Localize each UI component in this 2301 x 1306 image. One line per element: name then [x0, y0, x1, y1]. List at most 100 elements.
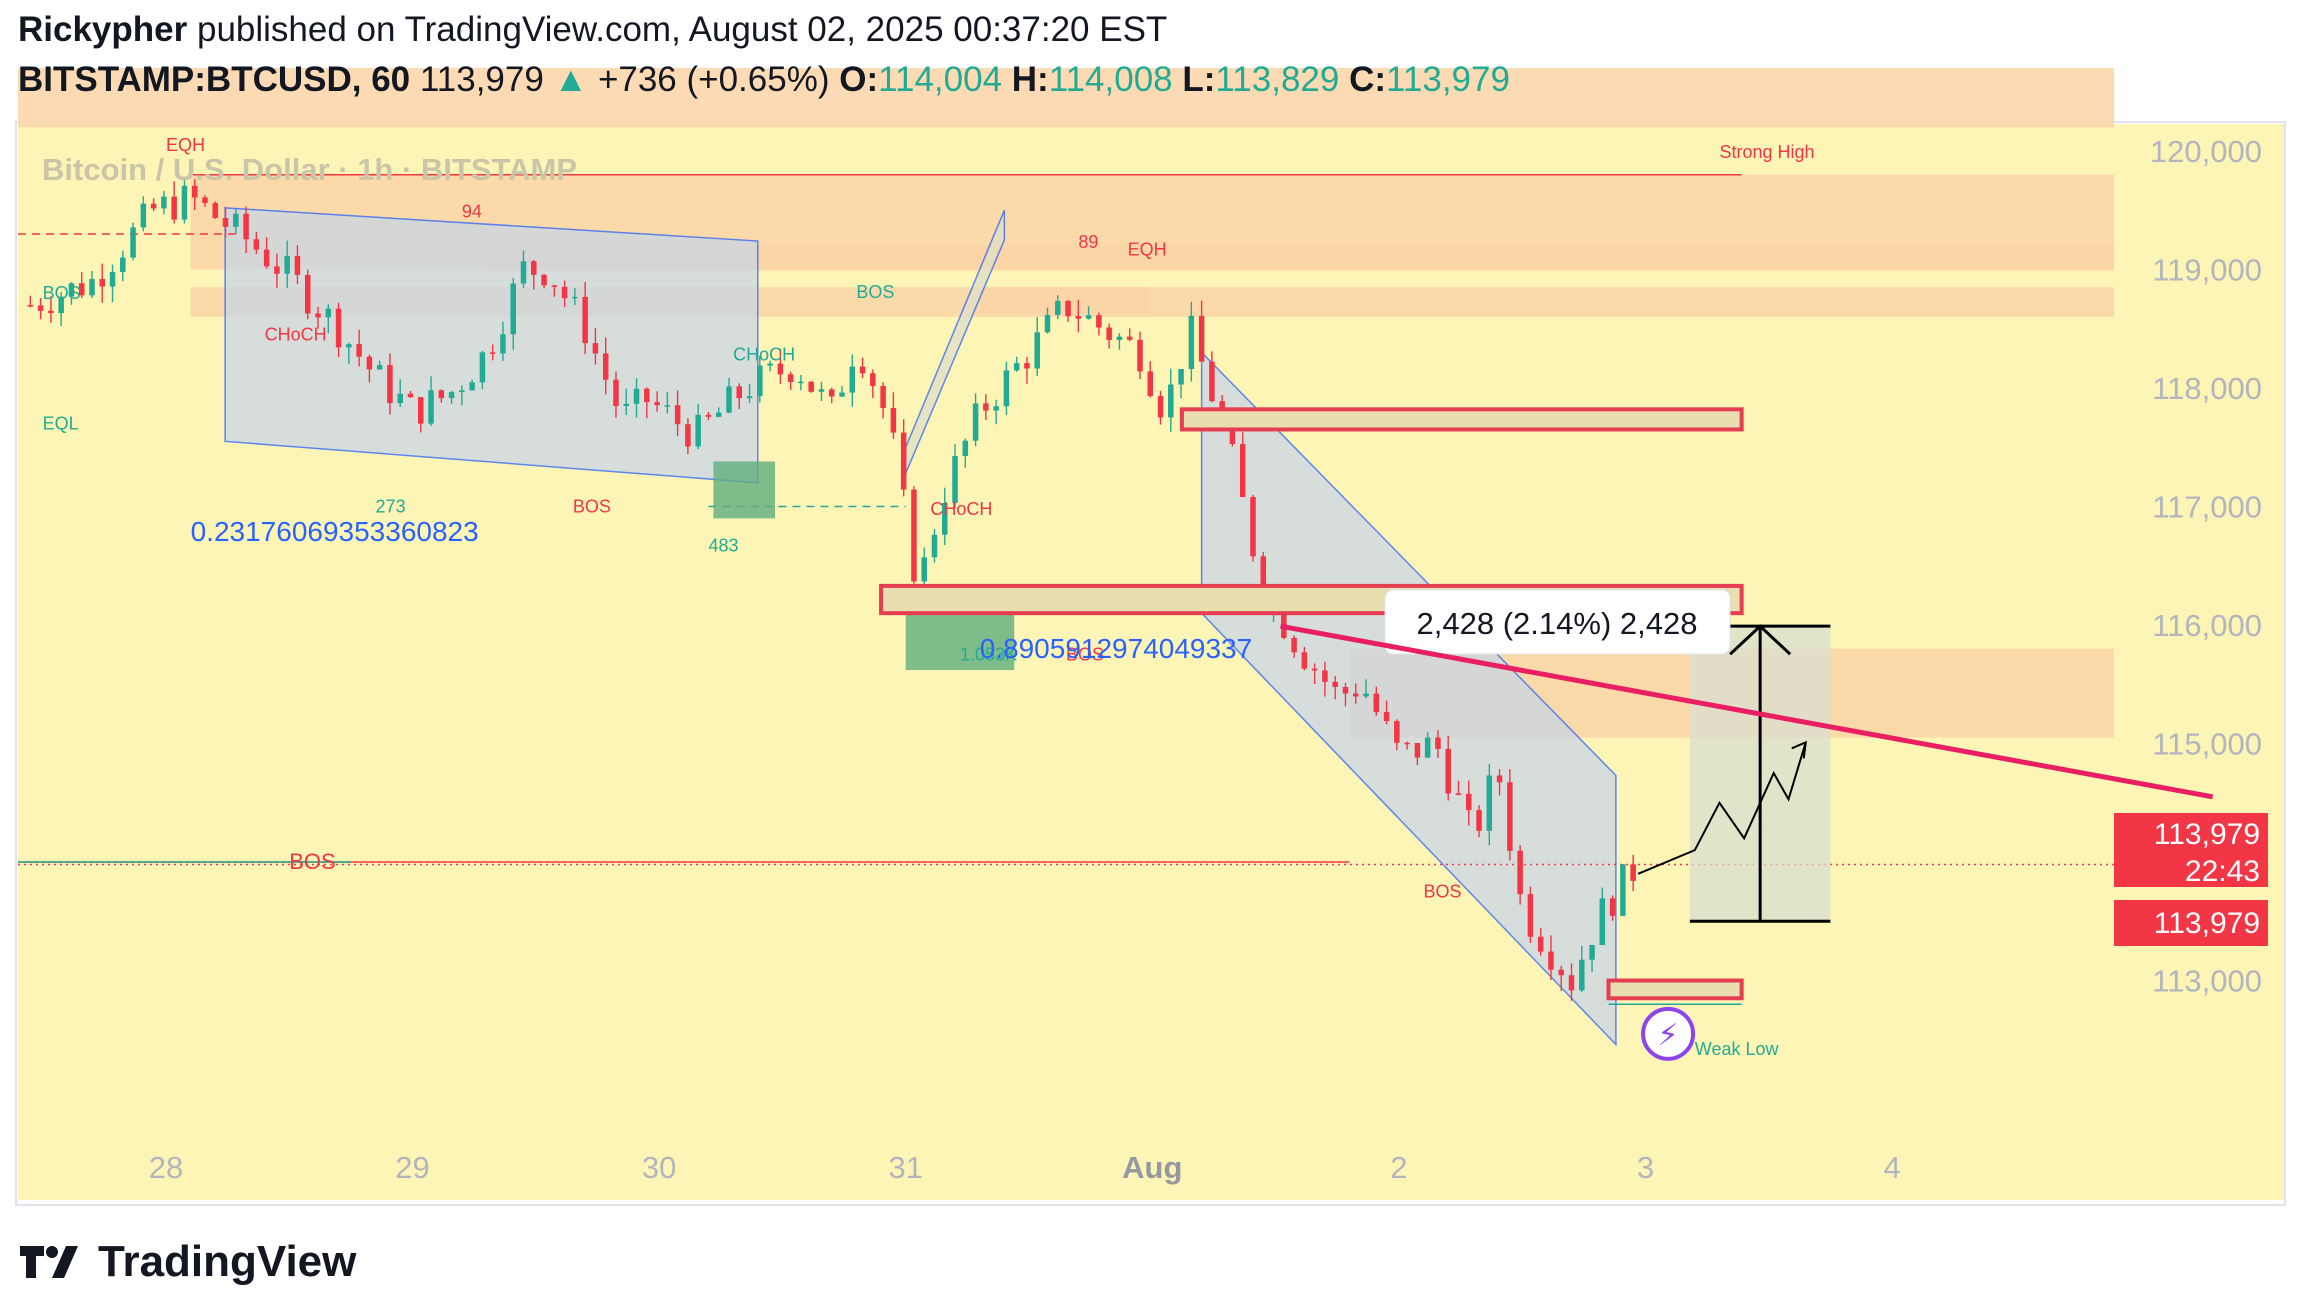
structure-label: CHoCH: [265, 325, 327, 345]
candle-body: [736, 386, 743, 399]
candle-body: [120, 257, 126, 273]
structure-label: 0.23176069353360823: [191, 516, 479, 547]
candle-body: [222, 218, 229, 227]
candle-body: [1424, 737, 1431, 758]
candle-body: [1260, 556, 1267, 607]
candle-body: [109, 272, 116, 287]
candle-body: [27, 305, 34, 307]
candle-body: [1507, 782, 1513, 851]
candle-body: [1383, 712, 1390, 722]
candle-body: [746, 396, 753, 399]
candle-body: [1620, 864, 1626, 916]
open-label: O:: [839, 60, 879, 99]
candle-body: [1496, 775, 1503, 783]
candle-body: [541, 274, 547, 286]
candle-body: [561, 286, 568, 299]
price-label-bg: [2114, 813, 2268, 887]
x-tick-label: 2: [1390, 1150, 1407, 1185]
candle-body: [428, 390, 434, 424]
y-tick-label: 115,000: [2152, 727, 2262, 762]
marked-levels[interactable]: [879, 407, 1744, 1001]
structure-label: 483: [708, 536, 738, 556]
candle-body: [1301, 652, 1308, 669]
candle-body: [284, 255, 290, 274]
forecast-arrowhead: [1791, 740, 1807, 759]
y-tick-label: 116,000: [2152, 608, 2262, 643]
price-line-label-bg: [2114, 900, 2268, 946]
candle-body: [1394, 721, 1400, 743]
candle-body: [1250, 496, 1256, 557]
candle-body: [58, 296, 64, 314]
structure-label: EQH: [1128, 239, 1167, 259]
candle-body: [1466, 793, 1472, 811]
candle-body: [315, 313, 321, 318]
close-value: 113,979: [1386, 60, 1510, 99]
candle-body: [1589, 945, 1595, 960]
key-level-box: [1179, 407, 1744, 432]
tradingview-footer[interactable]: TradingView: [18, 1232, 356, 1292]
forecast-path: [1637, 742, 1807, 875]
lightning-icon: [1641, 1006, 1696, 1061]
candle-body: [489, 352, 496, 354]
structure-label: Strong High: [1719, 142, 1814, 162]
candle-body: [1188, 315, 1195, 370]
candle-body: [1106, 327, 1112, 340]
candle-body: [1568, 975, 1575, 991]
candle-body: [931, 534, 938, 558]
candle-body: [202, 197, 208, 203]
structure-label: 1.053K: [960, 645, 1017, 665]
symbol-name[interactable]: BITSTAMP:BTCUSD, 60: [18, 60, 411, 99]
structure-label: EQL: [43, 413, 79, 433]
supply-zone: [18, 68, 2114, 128]
candle-body: [130, 227, 136, 258]
candle-body: [469, 382, 475, 391]
candle-body: [849, 366, 856, 393]
candle-body: [1404, 742, 1410, 745]
candle-body: [664, 405, 671, 407]
candle-body: [1168, 384, 1174, 418]
candle-body: [510, 283, 516, 335]
author-name[interactable]: Rickypher: [18, 10, 188, 49]
candle-body: [1055, 300, 1061, 315]
candle-body: [1609, 898, 1616, 916]
candle-body: [99, 279, 106, 287]
candle-body: [181, 185, 188, 220]
candle-body: [366, 356, 373, 370]
candle-body: [828, 389, 835, 397]
projection-overlay[interactable]: 2,428 (2.14%) 2,428 ⚡: [1280, 589, 2214, 1061]
candle-body: [448, 392, 455, 399]
structure-label: BOS: [573, 496, 611, 516]
x-tick-label: 30: [642, 1150, 676, 1185]
candle-body: [171, 196, 177, 220]
y-tick-label: 117,000: [2152, 490, 2262, 525]
candle-body: [48, 310, 54, 314]
candle-body: [294, 255, 301, 275]
candle-body: [150, 203, 157, 209]
candle-body: [520, 261, 527, 284]
candle-body: [1558, 969, 1564, 976]
candle-body: [1579, 959, 1585, 991]
candle-body: [921, 557, 927, 582]
candle-body: [962, 440, 969, 456]
structure-label: BOS: [856, 282, 894, 302]
structure-label: Weak Low: [1695, 1039, 1780, 1059]
price-line-label: 113,979: [2154, 907, 2260, 940]
candle-body: [952, 455, 958, 503]
candle-body: [1363, 693, 1369, 697]
candle-body: [500, 334, 506, 354]
candle-body: [233, 213, 239, 227]
structure-label: EQH: [166, 135, 205, 155]
axes: 120,000 119,000 118,000 117,000 116,000 115,0…: [149, 134, 2268, 1185]
candle-body: [356, 344, 362, 357]
candle-body: [685, 424, 691, 447]
candle-body: [870, 373, 876, 386]
candle-body: [972, 403, 979, 441]
high-value: 114,008: [1048, 60, 1173, 99]
candle-body: [674, 405, 681, 425]
candle-body: [1239, 444, 1246, 497]
up-arrow-icon: ▲: [553, 60, 589, 99]
candle-body: [644, 388, 650, 403]
candle-body: [1198, 315, 1205, 362]
publish-line: Rickypher published on TradingView.com, …: [18, 10, 1167, 50]
